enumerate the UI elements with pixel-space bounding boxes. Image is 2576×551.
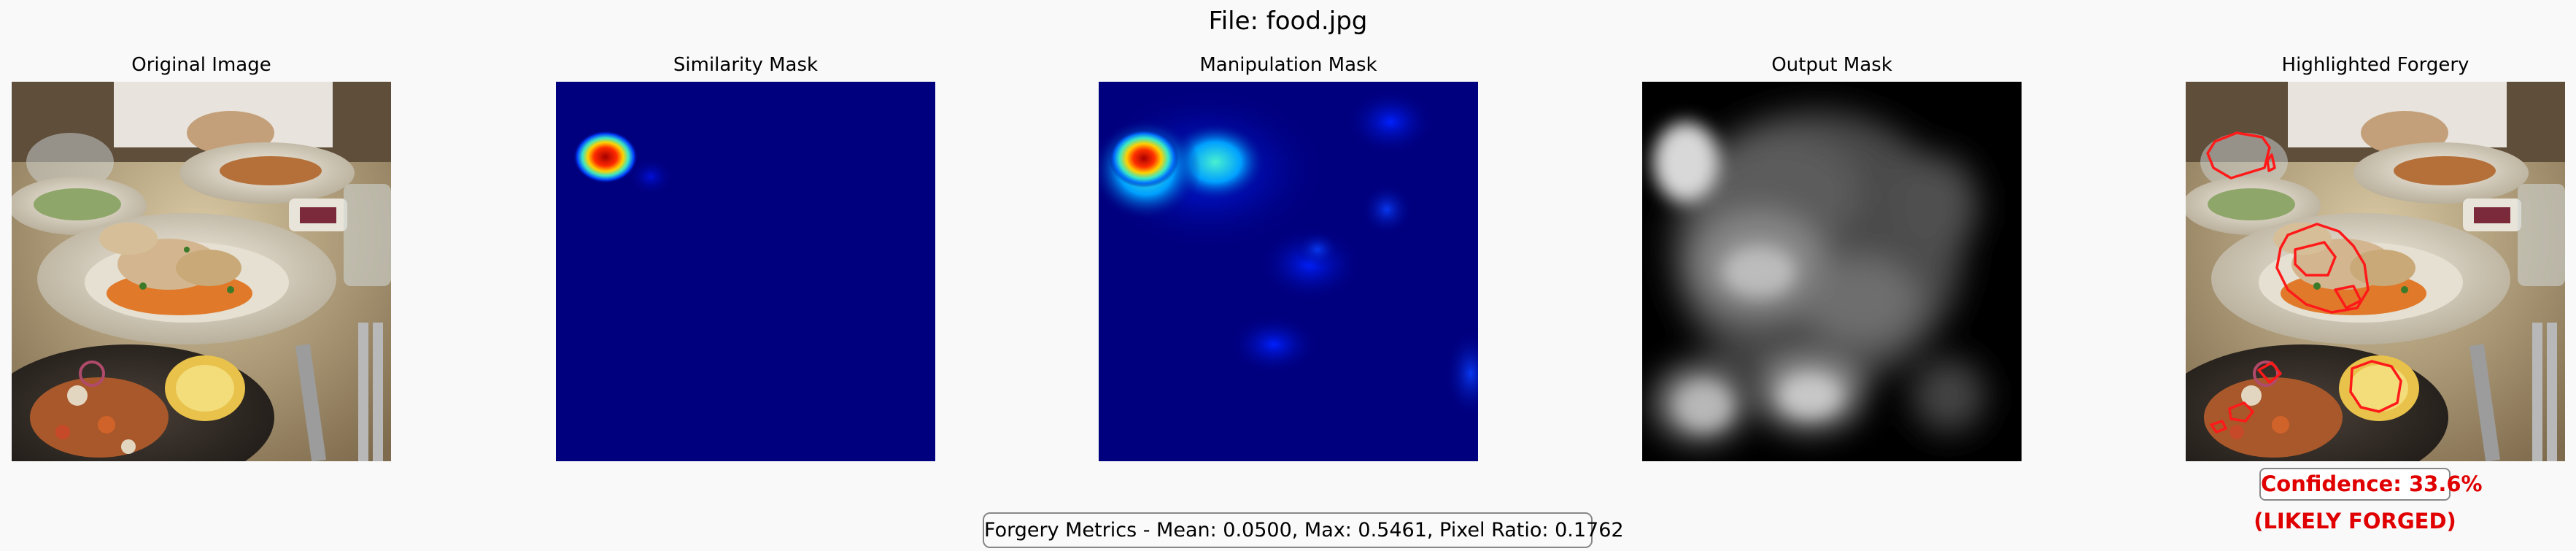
food-photo-icon	[2186, 82, 2565, 461]
panel-title-original: Original Image	[131, 54, 271, 76]
output-mask-panel	[1642, 82, 2022, 461]
forgery-metrics-box: Forgery Metrics - Mean: 0.0500, Max: 0.5…	[983, 512, 1624, 548]
panel-title-manipulation: Manipulation Mask	[1199, 54, 1377, 76]
panel-title-output: Output Mask	[1771, 54, 1892, 76]
figure-title: File: food.jpg	[1208, 7, 1368, 36]
verdict-label: (LIKELY FORGED)	[2254, 509, 2456, 533]
grayscale-mask-icon	[1642, 82, 2022, 461]
food-photo-icon	[12, 82, 391, 461]
forgery-contours	[2206, 131, 2402, 434]
panel-title-highlighted: Highlighted Forgery	[2281, 54, 2469, 76]
confidence-badge: Confidence: 33.6%	[2259, 468, 2483, 501]
manipulation-mask-panel	[1099, 82, 1478, 461]
heatmap-icon	[1099, 82, 1478, 461]
similarity-mask-panel	[556, 82, 935, 461]
original-image-panel	[12, 82, 391, 461]
heatmap-icon	[556, 82, 935, 461]
highlighted-forgery-panel	[2186, 82, 2565, 461]
panel-title-similarity: Similarity Mask	[673, 54, 819, 76]
